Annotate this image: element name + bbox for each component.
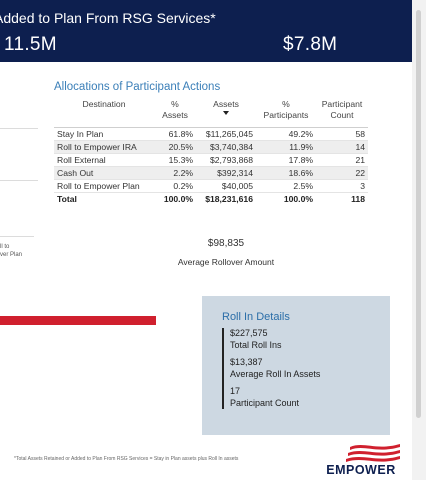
left-partial-label: ll to ver Plan	[0, 243, 22, 259]
cell-assets: $11,265,045	[196, 127, 256, 141]
roll-in-average-label: Average Roll In Assets	[230, 368, 321, 379]
cell-pct-assets: 0.2%	[154, 179, 196, 193]
roll-in-total-label: Total Roll Ins	[230, 339, 282, 350]
left-divider	[0, 180, 38, 181]
cell-destination: Stay In Plan	[54, 127, 154, 141]
header-pct-participants[interactable]: % Participants	[263, 99, 309, 120]
table-row[interactable]: Roll to Empower IRA 20.5% $3,740,384 11.…	[54, 140, 368, 154]
allocations-title: Allocations of Participant Actions	[54, 81, 221, 93]
logo-text: EMPOWER	[326, 463, 396, 477]
header-assets[interactable]: Assets	[196, 97, 256, 128]
roll-in-metrics: $227,575 Total Roll Ins $13,387 Average …	[222, 328, 372, 409]
cell-assets: $2,793,868	[196, 153, 256, 167]
cell-pct-assets: 20.5%	[154, 140, 196, 154]
table-row[interactable]: Roll to Empower Plan 0.2% $40,005 2.5% 3	[54, 179, 368, 193]
empower-logo: EMPOWER	[320, 441, 402, 477]
left-partial-label-text: ll to ver Plan	[0, 244, 23, 258]
header-pct-assets[interactable]: % Assets	[162, 99, 188, 120]
cell-destination: Roll to Empower Plan	[54, 179, 154, 193]
total-pct-assets: 100.0%	[163, 194, 193, 204]
banner-right-value: $7.8M	[283, 34, 338, 55]
cell-pct-participants: 18.6%	[256, 166, 316, 180]
red-bar	[0, 316, 156, 325]
cell-pct-assets: 15.3%	[154, 153, 196, 167]
roll-in-count-value: 17	[230, 386, 241, 396]
roll-in-total-value: $227,575	[230, 328, 268, 338]
cell-assets: $3,740,384	[196, 140, 256, 154]
total-assets: $18,231,616	[205, 194, 253, 204]
cell-pct-participants: 2.5%	[256, 179, 316, 193]
empower-flag-icon	[346, 444, 400, 462]
average-rollover-label: Average Rollover Amount	[177, 257, 275, 267]
cell-count: 3	[316, 179, 368, 193]
cell-count: 22	[316, 166, 368, 180]
roll-in-total: $227,575 Total Roll Ins	[230, 328, 372, 351]
allocations-table: Destination % Assets Assets % Participan…	[54, 97, 368, 205]
header-participant-count[interactable]: Participant Count	[321, 99, 363, 120]
total-pct-participants: 100.0%	[283, 194, 313, 204]
cell-count: 14	[316, 140, 368, 154]
table-total-row: Total 100.0% $18,231,616 100.0% 118	[54, 193, 368, 206]
table-header-row: Destination % Assets Assets % Participan…	[54, 97, 368, 128]
cell-pct-participants: 49.2%	[256, 127, 316, 141]
cell-pct-participants: 17.8%	[256, 153, 316, 167]
banner-left-value: 11.5M	[4, 34, 57, 55]
cell-assets: $392,314	[196, 166, 256, 180]
table-row[interactable]: Roll External 15.3% $2,793,868 17.8% 21	[54, 153, 368, 167]
cell-pct-assets: 2.2%	[154, 166, 196, 180]
sort-descending-icon	[223, 111, 229, 115]
table-row[interactable]: Stay In Plan 61.8% $11,265,045 49.2% 58	[54, 127, 368, 141]
header-destination[interactable]: Destination	[82, 99, 126, 109]
summary-banner: Added to Plan From RSG Services* 11.5M $…	[0, 0, 412, 62]
cell-destination: Cash Out	[54, 166, 154, 180]
total-destination: Total	[57, 194, 77, 204]
cell-destination: Roll to Empower IRA	[54, 140, 154, 154]
footnote: *Total Assets Retained or Added to Plan …	[14, 456, 239, 462]
left-divider	[0, 128, 38, 129]
cell-assets: $40,005	[196, 179, 256, 193]
cell-count: 21	[316, 153, 368, 167]
average-rollover-value: $98,835	[207, 238, 245, 249]
left-divider	[0, 236, 34, 237]
total-count: 118	[351, 194, 365, 204]
cell-pct-assets: 61.8%	[154, 127, 196, 141]
roll-in-count-label: Participant Count	[230, 397, 300, 408]
roll-in-details-card: Roll In Details $227,575 Total Roll Ins …	[202, 296, 390, 435]
banner-title: Added to Plan From RSG Services*	[0, 10, 216, 26]
cell-destination: Roll External	[54, 153, 154, 167]
roll-in-count: 17 Participant Count	[230, 386, 372, 409]
scrollbar-thumb[interactable]	[416, 10, 421, 418]
cell-count: 58	[316, 127, 368, 141]
cell-pct-participants: 11.9%	[256, 140, 316, 154]
roll-in-average: $13,387 Average Roll In Assets	[230, 357, 372, 380]
table-row[interactable]: Cash Out 2.2% $392,314 18.6% 22	[54, 166, 368, 180]
roll-in-title: Roll In Details	[222, 311, 290, 323]
roll-in-average-value: $13,387	[230, 357, 263, 367]
